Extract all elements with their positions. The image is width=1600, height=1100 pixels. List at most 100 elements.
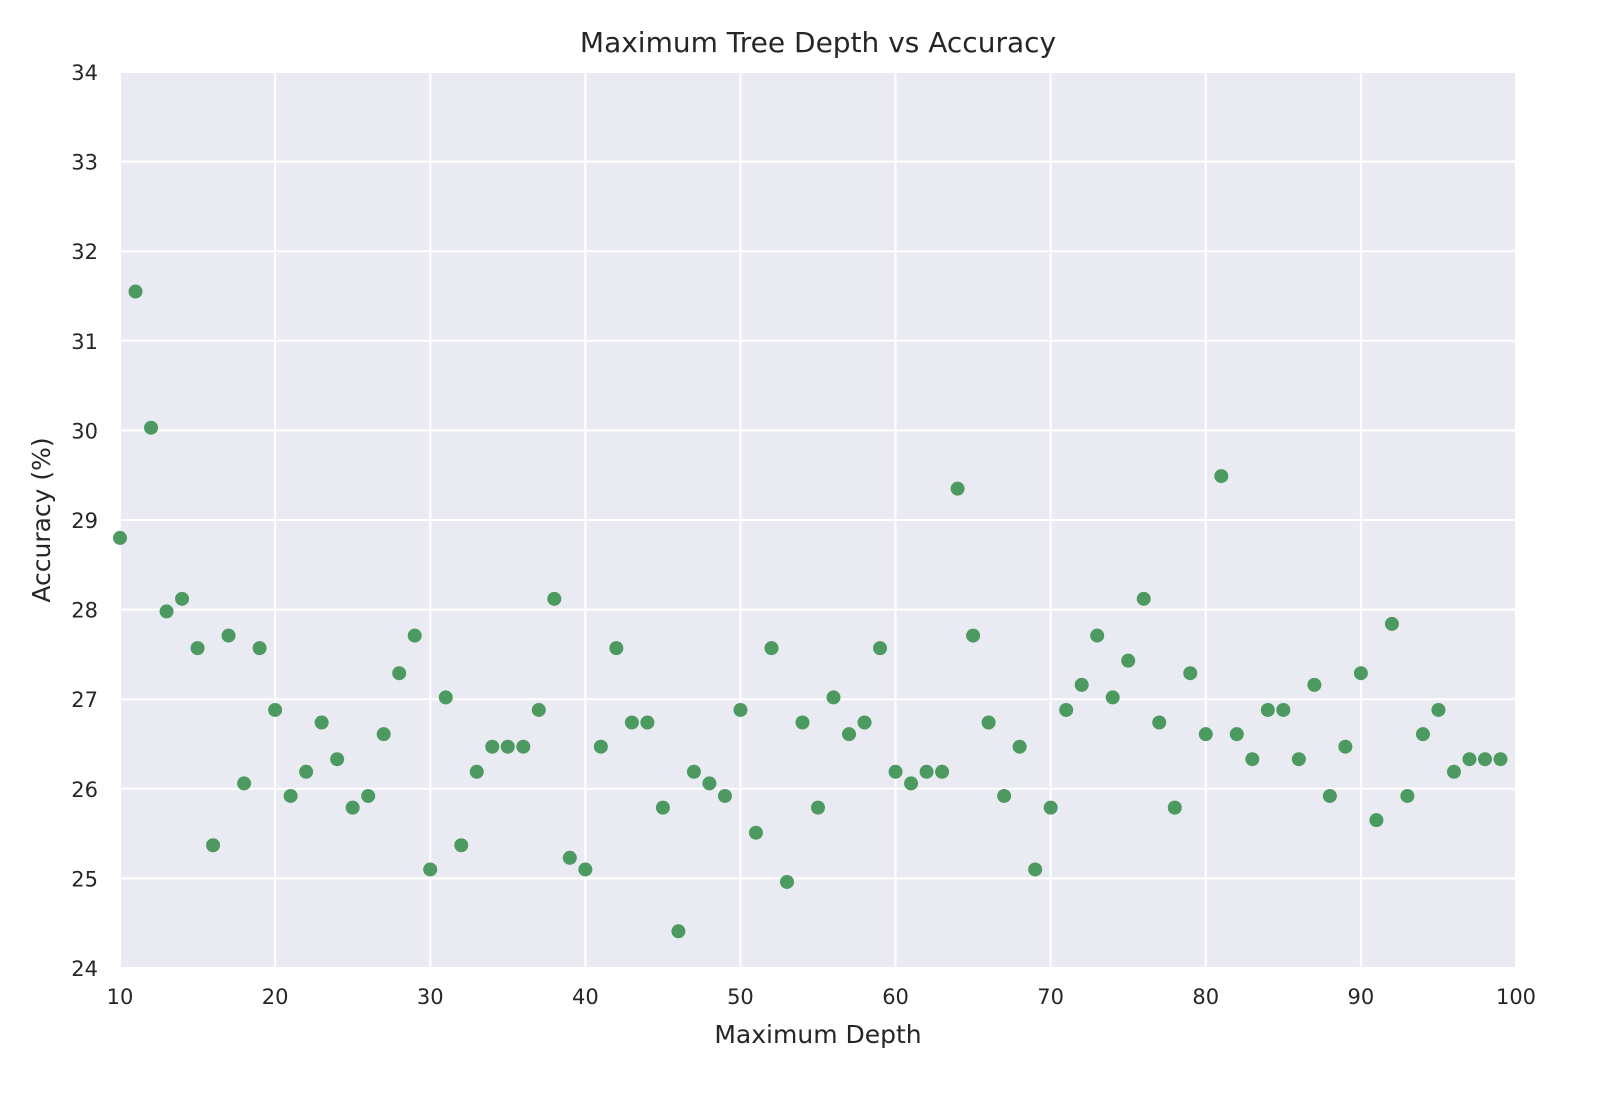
y-tick-label: 28 [71,599,98,623]
data-point [485,739,500,754]
y-tick-label: 34 [71,61,98,85]
data-point [159,604,174,619]
data-point [981,715,996,730]
data-point [640,715,655,730]
chart-title: Maximum Tree Depth vs Accuracy [580,26,1056,59]
data-point [1059,702,1074,717]
data-point [826,690,841,705]
data-point [1322,788,1337,803]
data-point [655,800,670,815]
x-tick-label: 70 [1037,985,1064,1009]
data-point [997,788,1012,803]
data-point [1260,702,1275,717]
data-point [1369,813,1384,828]
data-point [1028,862,1043,877]
data-point [1307,677,1322,692]
data-point [283,788,298,803]
data-point [1446,764,1461,779]
data-point [144,420,159,435]
data-point [392,666,407,681]
data-point [1214,469,1229,484]
x-tick-label: 90 [1348,985,1375,1009]
x-tick-label: 100 [1496,985,1536,1009]
data-point [811,800,825,815]
y-axis-label: Accuracy (%) [27,437,56,602]
grid-lines [119,71,1517,969]
data-point [1043,800,1058,815]
data-point [686,764,701,779]
data-point [935,764,950,779]
data-point [268,702,283,717]
y-tick-label: 25 [71,867,98,891]
data-point [779,874,794,889]
y-tick-label: 26 [71,778,98,802]
data-point [531,702,546,717]
data-points [113,284,1508,939]
x-axis-label: Maximum Depth [714,1020,921,1049]
x-tick-labels: 10 20 30 40 50 60 70 80 90 100 [107,985,1536,1009]
data-point [1338,739,1353,754]
data-point [764,641,779,656]
data-point [888,764,903,779]
data-point [423,862,438,877]
data-point [1090,628,1105,643]
x-tick-label: 50 [727,985,754,1009]
data-point [1276,702,1291,717]
data-point [438,690,453,705]
x-tick-label: 40 [572,985,599,1009]
data-point [1198,727,1213,742]
x-tick-label: 20 [262,985,289,1009]
data-point [671,924,686,939]
data-point [407,628,422,643]
data-point [175,591,190,606]
data-point [1431,702,1446,717]
data-point [376,727,391,742]
data-point [314,715,329,730]
data-point [206,838,221,853]
data-point [1384,616,1399,631]
data-point [1012,739,1027,754]
data-point [842,727,857,742]
data-point [562,850,577,865]
data-point [624,715,639,730]
data-point [1183,666,1198,681]
data-point [1477,752,1492,767]
data-point [252,641,267,656]
data-point [873,641,888,656]
y-tick-label: 29 [71,509,98,533]
data-point [950,481,965,496]
data-point [1245,752,1260,767]
y-tick-label: 24 [71,957,98,981]
data-point [717,788,732,803]
data-point [1136,591,1151,606]
data-point [966,628,981,643]
data-point [1353,666,1368,681]
data-point [469,764,484,779]
data-point [857,715,872,730]
data-point [1415,727,1430,742]
data-point [733,702,748,717]
data-point [1152,715,1167,730]
data-point [1291,752,1306,767]
data-point [609,641,624,656]
y-tick-label: 32 [71,240,98,264]
data-point [113,530,127,545]
data-point [748,825,763,840]
data-point [128,284,143,299]
data-point [919,764,934,779]
data-point [904,776,919,791]
data-point [1400,788,1415,803]
y-tick-label: 33 [71,151,98,175]
data-point [1493,752,1508,767]
data-point [361,788,376,803]
data-point [190,641,205,656]
data-point [299,764,314,779]
data-point [516,739,531,754]
data-point [1167,800,1182,815]
data-point [702,776,717,791]
data-point [1462,752,1477,767]
x-tick-label: 60 [882,985,909,1009]
data-point [454,838,469,853]
x-tick-label: 80 [1192,985,1219,1009]
